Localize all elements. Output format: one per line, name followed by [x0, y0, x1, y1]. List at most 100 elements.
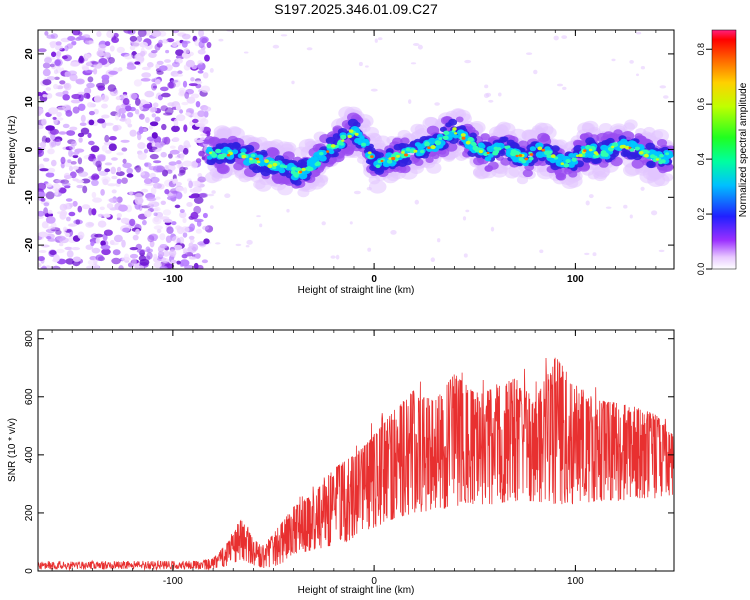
noise-blob: [96, 31, 102, 37]
sparse-blob: [335, 254, 340, 260]
noise-blob: [161, 257, 170, 263]
noise-blob: [149, 106, 156, 113]
sparse-blob: [218, 38, 224, 42]
noise-blob: [76, 184, 84, 189]
signal-blob: [414, 142, 421, 147]
noise-blob: [104, 41, 111, 47]
noise-blob: [42, 94, 47, 98]
signal-blob: [436, 144, 442, 149]
signal-blob: [594, 165, 611, 178]
noise-blob: [184, 91, 190, 99]
sparse-blob: [526, 52, 533, 55]
noise-blob: [189, 188, 197, 193]
noise-blob: [134, 109, 140, 115]
x-tick-label: 100: [567, 576, 584, 587]
sparse-blob: [663, 95, 669, 99]
noise-blob: [151, 30, 162, 37]
signal-blob: [266, 147, 280, 158]
noise-blob: [168, 249, 177, 257]
noise-blob: [159, 233, 166, 241]
noise-blob: [154, 142, 161, 148]
signal-blob: [233, 142, 241, 149]
signal-blob: [625, 145, 630, 150]
noise-blob: [135, 165, 142, 173]
noise-blob: [108, 197, 119, 204]
noise-blob: [144, 90, 155, 98]
noise-blob: [47, 209, 53, 215]
signal-blob: [386, 159, 393, 164]
noise-blob: [104, 162, 113, 166]
noise-blob: [178, 87, 186, 94]
noise-blob: [176, 114, 186, 122]
sparse-blob: [585, 200, 590, 206]
noise-blob: [144, 210, 152, 218]
signal-blob: [204, 136, 215, 144]
noise-blob: [50, 141, 57, 148]
signal-blob: [524, 157, 529, 161]
noise-blob: [80, 114, 86, 123]
noise-blob: [141, 188, 149, 193]
noise-blob: [82, 204, 90, 210]
noise-blob: [179, 209, 185, 213]
signal-blob: [267, 164, 273, 169]
noise-blob: [179, 166, 186, 174]
noise-blob: [65, 110, 73, 117]
noise-blob: [52, 116, 57, 120]
signal-blob: [405, 147, 411, 152]
noise-blob: [151, 132, 158, 139]
noise-blob: [113, 234, 123, 243]
noise-blob: [137, 30, 147, 37]
noise-blob: [61, 55, 68, 60]
noise-blob: [159, 265, 168, 269]
noise-blob: [45, 183, 53, 188]
noise-blob: [155, 79, 161, 85]
noise-blob: [85, 221, 94, 228]
noise-blob: [58, 131, 67, 135]
noise-blob: [43, 207, 48, 215]
signal-blob: [494, 149, 500, 154]
signal-blob: [255, 157, 260, 161]
noise-blob: [122, 158, 127, 164]
noise-blob: [172, 137, 180, 142]
sparse-blob: [414, 199, 419, 205]
noise-blob: [39, 191, 46, 198]
noise-blob: [183, 48, 190, 54]
sparse-blob: [245, 245, 250, 248]
noise-blob: [139, 41, 148, 48]
noise-blob: [64, 71, 71, 78]
sparse-blob: [330, 255, 336, 259]
noise-blob: [40, 141, 46, 149]
noise-blob: [162, 209, 172, 216]
noise-blob: [88, 119, 95, 126]
noise-blob: [200, 133, 207, 137]
noise-blob: [194, 122, 203, 127]
noise-blob: [153, 160, 162, 164]
x-tick-label: 0: [371, 274, 377, 285]
signal-blob: [299, 162, 308, 169]
noise-blob: [203, 238, 210, 245]
signal-blob: [319, 151, 324, 156]
noise-blob: [105, 150, 112, 154]
noise-blob: [197, 60, 203, 66]
noise-blob: [43, 202, 50, 207]
noise-blob: [59, 203, 68, 211]
noise-blob: [101, 248, 111, 256]
noise-blob: [182, 80, 188, 88]
signal-blob: [537, 146, 543, 151]
noise-blob: [197, 49, 206, 55]
signal-blob: [368, 151, 372, 155]
noise-blob: [148, 125, 154, 130]
snr-x-label: Height of straight line (km): [298, 585, 415, 596]
signal-blob: [560, 162, 564, 165]
sparse-blob: [259, 223, 263, 228]
signal-blob: [341, 139, 345, 142]
noise-blob: [75, 78, 85, 85]
noise-blob: [206, 41, 212, 49]
noise-blob: [80, 127, 90, 135]
noise-blob: [197, 110, 206, 117]
signal-blob: [259, 149, 268, 156]
noise-blob: [154, 116, 161, 122]
sparse-blob: [584, 252, 590, 256]
signal-blob: [370, 155, 374, 159]
signal-blob: [528, 156, 534, 161]
